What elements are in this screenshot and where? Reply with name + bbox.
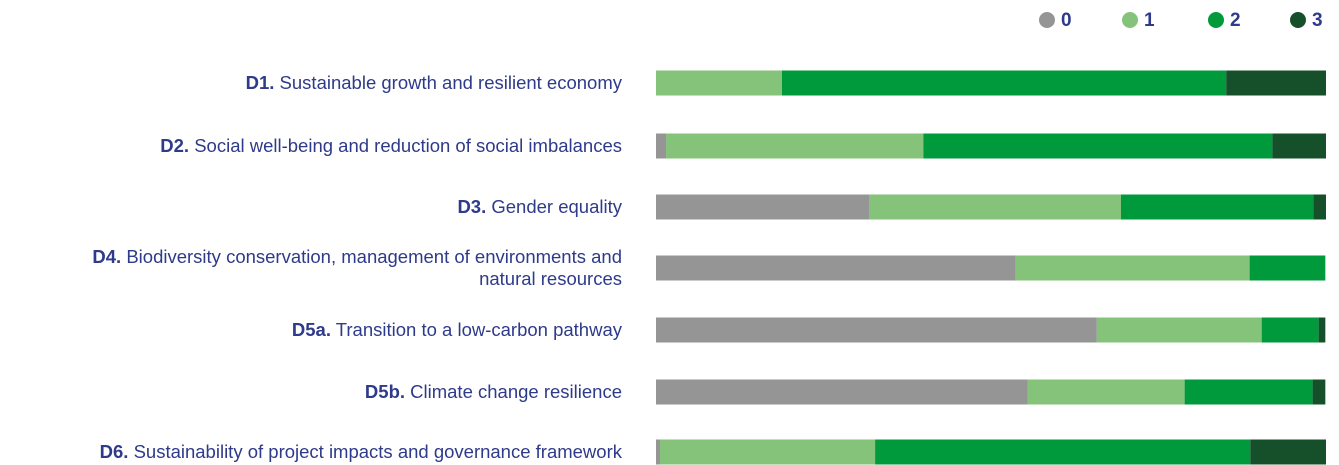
- bar-segment: [869, 194, 1121, 220]
- bar-segment: [1272, 133, 1326, 159]
- legend-swatch: [1208, 12, 1224, 28]
- bar-segment: [1261, 317, 1319, 343]
- category-text: Biodiversity conservation, management of…: [126, 246, 622, 289]
- category-text: Sustainability of project impacts and go…: [133, 441, 622, 462]
- bar-segment: [1120, 194, 1314, 220]
- category-text: Climate change resilience: [410, 381, 622, 402]
- legend-label: 0: [1061, 10, 1072, 31]
- bar-segment: [1015, 255, 1250, 281]
- bar-segment: [1313, 194, 1326, 220]
- category-code: D6.: [99, 441, 129, 462]
- bar-segment: [656, 317, 1097, 343]
- bar-segment: [781, 70, 1227, 96]
- category-label: D5a. Transition to a low-carbon pathway: [292, 319, 622, 341]
- category-code: D2.: [160, 135, 190, 156]
- category-text: Sustainable growth and resilient economy: [279, 72, 622, 93]
- category-label: D5b. Climate change resilience: [365, 381, 622, 403]
- legend-swatch: [1122, 12, 1138, 28]
- bar-segment: [656, 70, 782, 96]
- bar-segment: [1250, 439, 1326, 465]
- category-code: D4.: [92, 246, 122, 267]
- bar-segment: [1027, 379, 1185, 405]
- legend-label: 1: [1144, 10, 1155, 31]
- legend-swatch: [1290, 12, 1306, 28]
- category-code: D1.: [245, 72, 275, 93]
- bar-segment: [656, 379, 1028, 405]
- category-code: D5b.: [364, 381, 406, 402]
- legend-label: 3: [1312, 10, 1323, 31]
- bar-segment: [923, 133, 1273, 159]
- category-label: D4. Biodiversity conservation, managemen…: [47, 246, 622, 290]
- bar-segment: [1249, 255, 1326, 281]
- bar-segment: [656, 255, 1016, 281]
- bar-segment: [656, 133, 667, 159]
- bar-segment: [1096, 317, 1262, 343]
- bar-segment: [1318, 317, 1326, 343]
- category-label: D2. Social well-being and reduction of s…: [160, 135, 622, 157]
- bar-segment: [1226, 70, 1326, 96]
- bar-segment: [875, 439, 1251, 465]
- bar-segment: [1184, 379, 1313, 405]
- category-label: D3. Gender equality: [457, 196, 622, 218]
- category-text: Gender equality: [491, 196, 622, 217]
- category-code: D3.: [457, 196, 487, 217]
- bar-segment: [666, 133, 924, 159]
- bar-segment: [656, 194, 870, 220]
- bar-segment: [656, 439, 661, 465]
- category-text: Social well-being and reduction of socia…: [194, 135, 622, 156]
- category-label: D1. Sustainable growth and resilient eco…: [246, 72, 622, 94]
- category-text: Transition to a low-carbon pathway: [335, 319, 622, 340]
- legend-swatch: [1039, 12, 1055, 28]
- bar-segment: [660, 439, 876, 465]
- legend-label: 2: [1230, 10, 1241, 31]
- bar-segment: [1312, 379, 1326, 405]
- category-code: D5a.: [291, 319, 331, 340]
- category-label: D6. Sustainability of project impacts an…: [100, 441, 622, 463]
